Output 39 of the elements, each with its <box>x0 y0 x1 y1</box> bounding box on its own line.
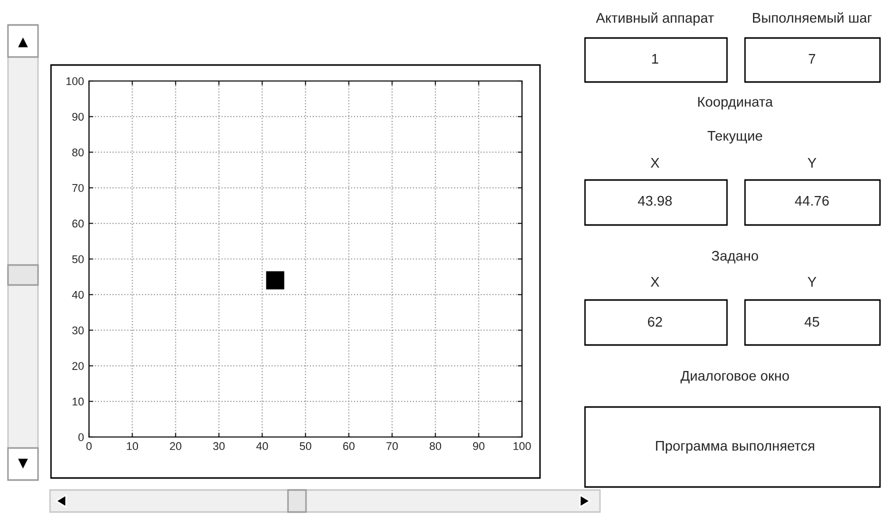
x-tick-label: 20 <box>170 442 182 450</box>
y-tick-label: 10 <box>72 398 84 406</box>
text: 7 <box>808 54 816 64</box>
text: Выполняемый шаг <box>753 12 872 23</box>
y-tick-label: 30 <box>72 326 84 334</box>
text: 45 <box>804 317 820 327</box>
y-tick-label: 80 <box>72 148 84 156</box>
text: X <box>650 158 660 168</box>
text: Задано <box>712 250 758 264</box>
y-tick-label: 100 <box>66 77 84 86</box>
x-tick-label: 0 <box>86 442 92 450</box>
y-tick-label: 90 <box>72 112 84 121</box>
text: Координата <box>698 97 773 110</box>
x-tick-label: 80 <box>430 442 442 450</box>
text: Диалоговое окно <box>680 371 789 384</box>
text: 44.76 <box>794 196 829 206</box>
text: Текущие <box>708 131 762 144</box>
text: Программа выполняется <box>656 441 814 454</box>
y-tick-label: 20 <box>72 362 84 370</box>
x-tick-label: 100 <box>514 442 531 450</box>
x-tick-label: 10 <box>126 442 138 450</box>
y-tick-label: 0 <box>78 433 84 442</box>
y-tick-label: 60 <box>72 220 84 228</box>
x-tick-label: 70 <box>386 442 398 450</box>
x-tick-label: 40 <box>256 442 268 450</box>
text: Y <box>808 158 816 168</box>
x-tick-label: 90 <box>473 442 484 450</box>
text: X <box>650 277 660 287</box>
x-tick-label: 60 <box>343 442 355 450</box>
text: 43.98 <box>638 196 672 206</box>
text: Активный аппарат <box>596 12 714 26</box>
y-tick-label: 40 <box>72 290 84 299</box>
text: 62 <box>648 316 662 327</box>
y-tick-label: 50 <box>72 255 84 264</box>
x-tick-label: 30 <box>213 442 225 450</box>
text: Y <box>808 277 816 287</box>
y-tick-label: 70 <box>72 184 84 192</box>
text: 1 <box>652 54 658 64</box>
x-tick-label: 50 <box>300 442 312 450</box>
